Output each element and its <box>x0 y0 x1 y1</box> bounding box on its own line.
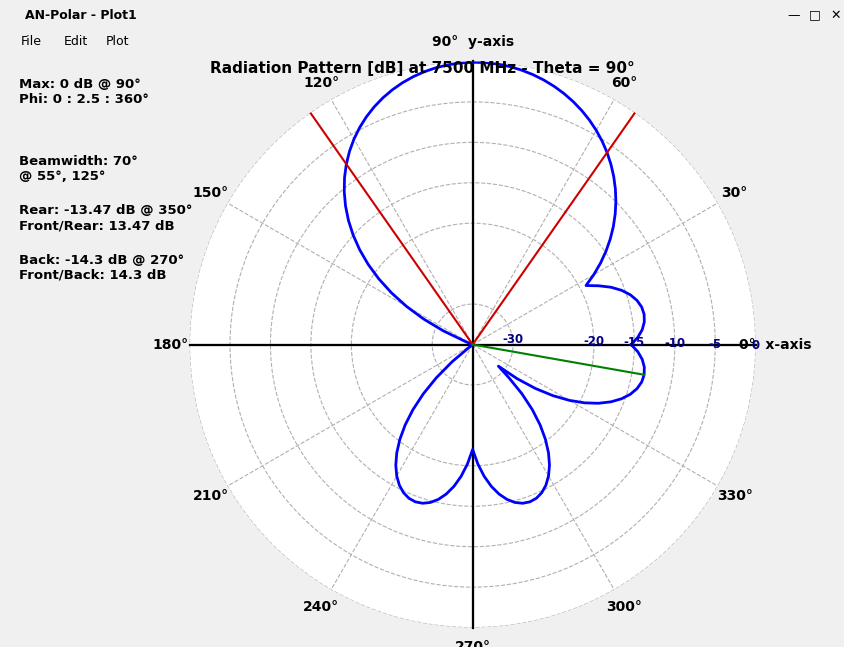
Text: -20: -20 <box>583 334 604 347</box>
Text: —: — <box>787 8 799 22</box>
Text: Max: 0 dB @ 90°: Max: 0 dB @ 90° <box>19 78 140 91</box>
Text: Front/Back: 14.3 dB: Front/Back: 14.3 dB <box>19 269 166 281</box>
Text: ✕: ✕ <box>830 8 841 22</box>
Text: □: □ <box>809 8 820 22</box>
Text: 0: 0 <box>751 339 760 352</box>
Text: Back: -14.3 dB @ 270°: Back: -14.3 dB @ 270° <box>19 254 184 267</box>
Text: Front/Rear: 13.47 dB: Front/Rear: 13.47 dB <box>19 219 174 232</box>
Text: -30: -30 <box>502 333 523 345</box>
Text: -5: -5 <box>709 338 722 351</box>
Text: Radiation Pattern [dB] at 7500 MHz - Theta = 90°: Radiation Pattern [dB] at 7500 MHz - The… <box>209 61 635 76</box>
Text: Edit: Edit <box>63 35 88 49</box>
Text: Rear: -13.47 dB @ 350°: Rear: -13.47 dB @ 350° <box>19 204 192 217</box>
Text: AN-Polar - Plot1: AN-Polar - Plot1 <box>25 8 137 22</box>
Text: Beamwidth: 70°: Beamwidth: 70° <box>19 155 138 168</box>
Text: -15: -15 <box>624 336 645 349</box>
Text: Plot: Plot <box>106 35 129 49</box>
Text: Phi: 0 : 2.5 : 360°: Phi: 0 : 2.5 : 360° <box>19 93 149 105</box>
Text: File: File <box>21 35 42 49</box>
Text: -10: -10 <box>664 337 685 350</box>
Text: @ 55°, 125°: @ 55°, 125° <box>19 170 105 183</box>
